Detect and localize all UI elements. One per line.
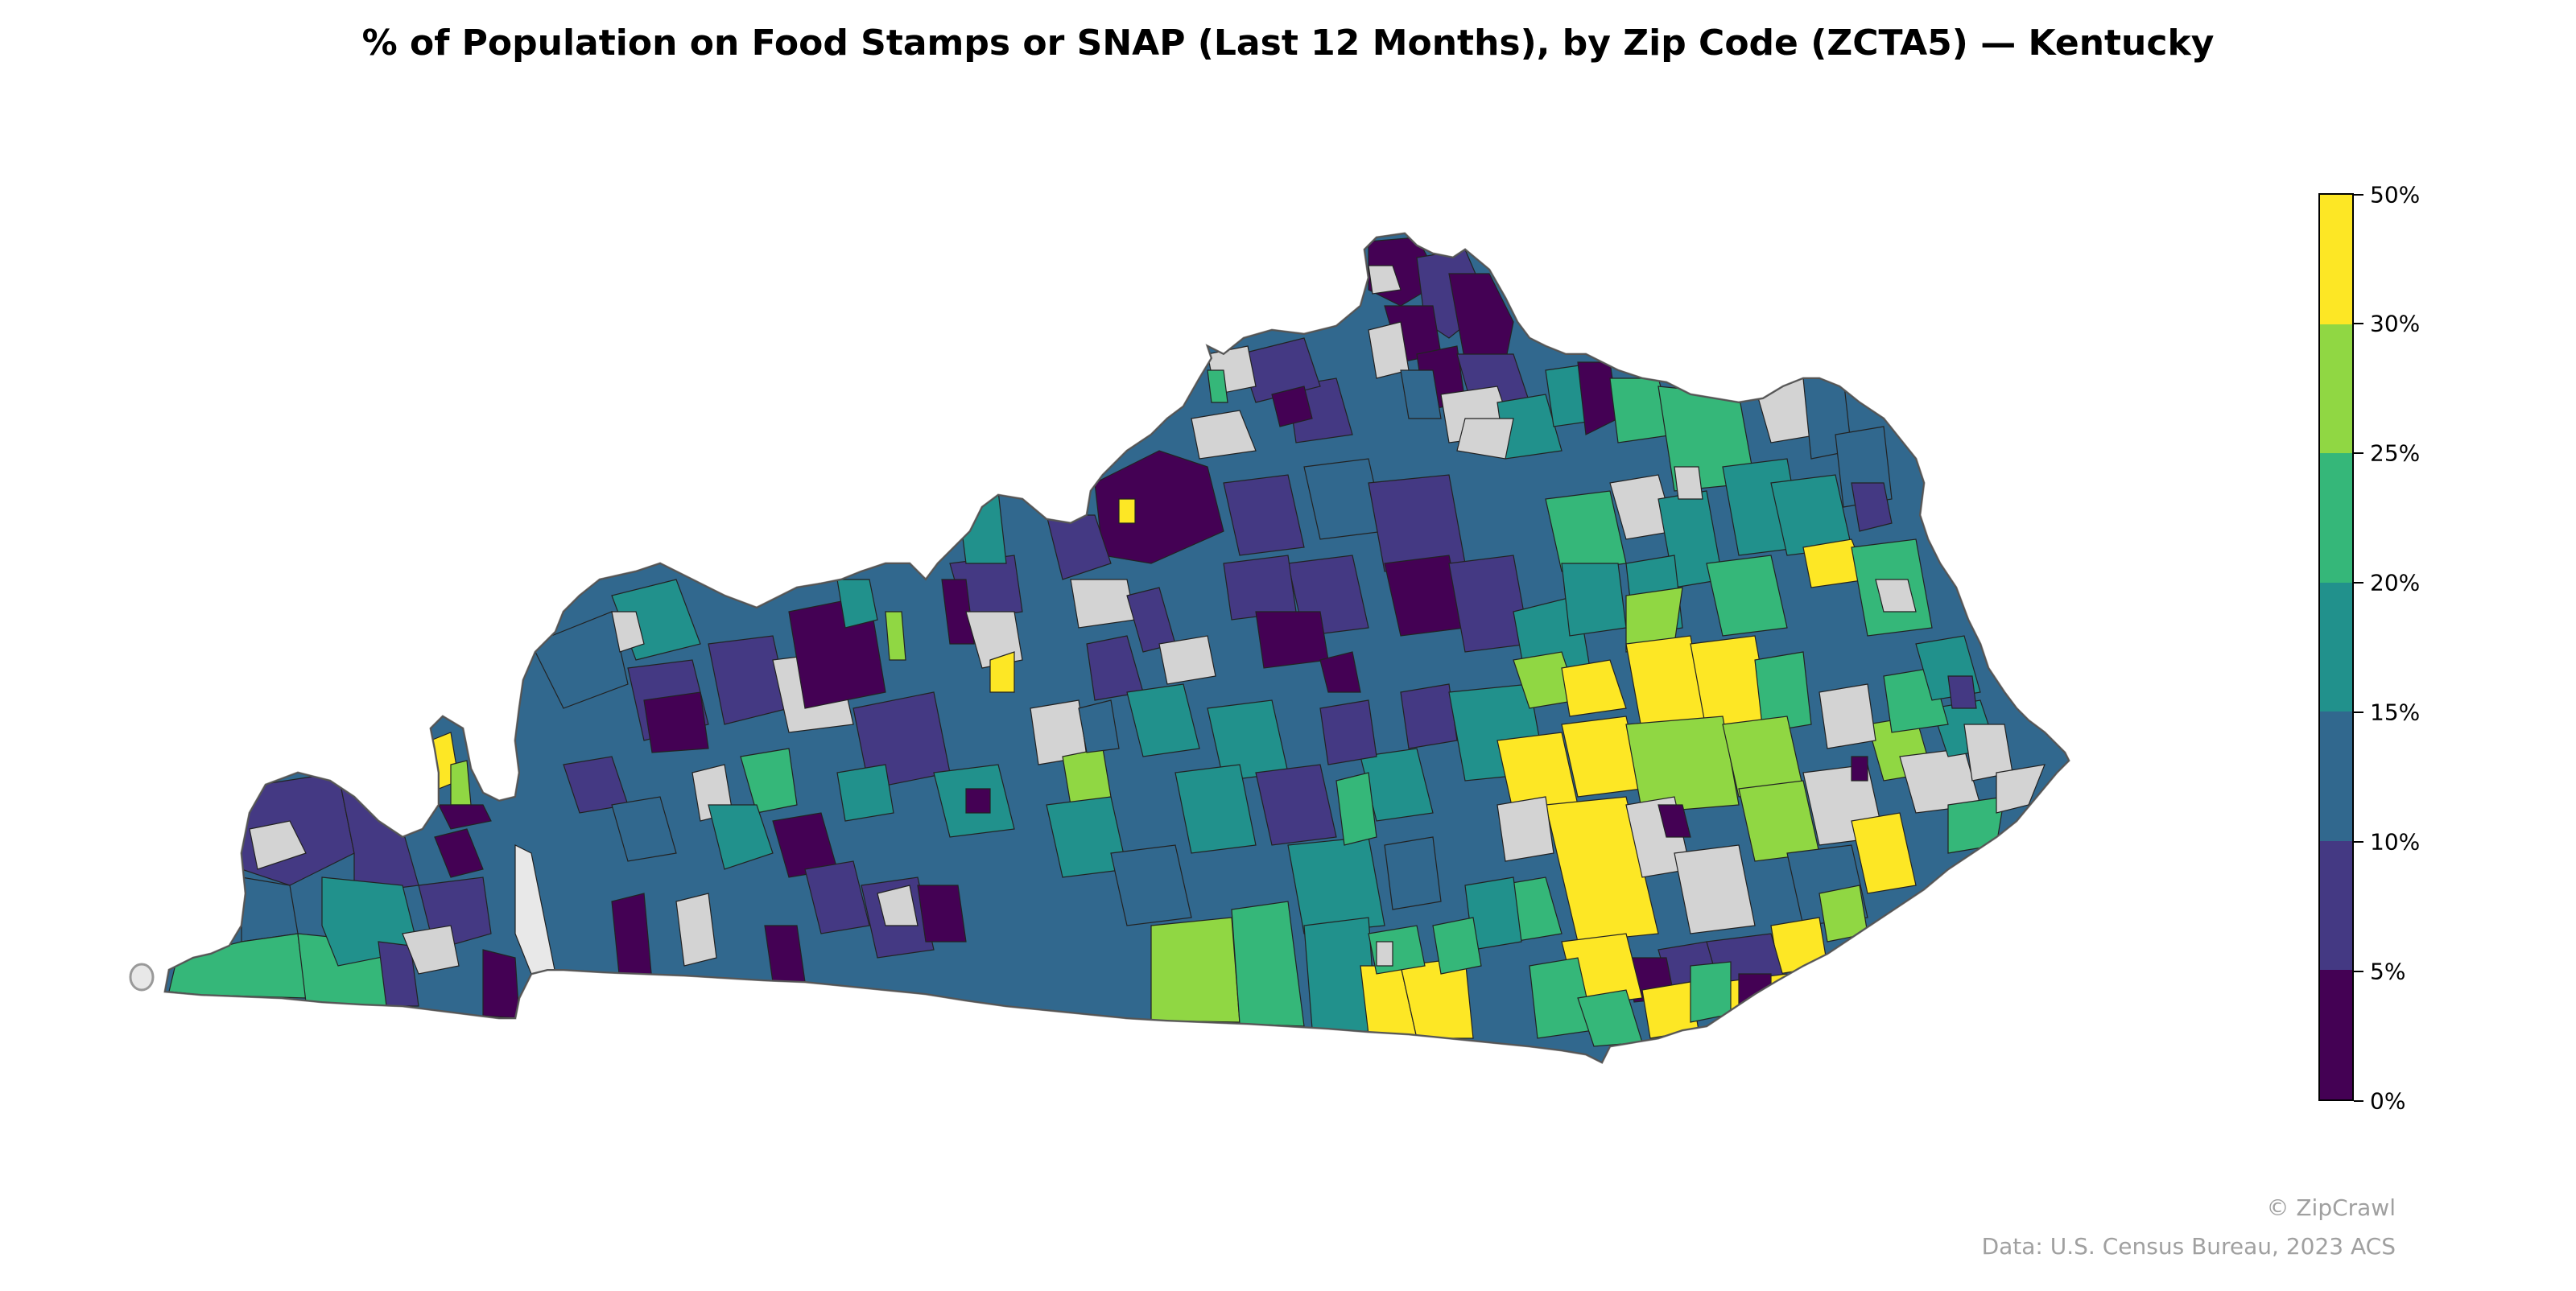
colorbar-bin-5-10 bbox=[2320, 840, 2352, 971]
colorbar bbox=[2318, 193, 2354, 1101]
colorbar-tick-label: 50% bbox=[2370, 181, 2421, 208]
colorbar-tick-label: 5% bbox=[2370, 958, 2406, 985]
colorbar-tick-label: 30% bbox=[2370, 310, 2421, 337]
colorbar-tick-label: 10% bbox=[2370, 828, 2421, 856]
colorbar-bin-0-5 bbox=[2320, 970, 2352, 1099]
colorbar-tick bbox=[2354, 1100, 2363, 1102]
colorbar-tick bbox=[2354, 323, 2363, 324]
colorbar-bin-10-15 bbox=[2320, 711, 2352, 841]
colorbar-tick-label: 25% bbox=[2370, 439, 2421, 467]
colorbar-tick bbox=[2354, 194, 2363, 196]
colorbar-bin-20-25 bbox=[2320, 453, 2352, 583]
colorbar-tick bbox=[2354, 711, 2363, 713]
colorbar-tick bbox=[2354, 452, 2363, 454]
colorbar-bin-25-30 bbox=[2320, 324, 2352, 454]
colorbar-tick bbox=[2354, 582, 2363, 584]
colorbar-tick bbox=[2354, 971, 2363, 972]
data-source-credit: Data: U.S. Census Bureau, 2023 ACS bbox=[1981, 1233, 2396, 1260]
brand-credit: © ZipCrawl bbox=[2266, 1194, 2396, 1221]
colorbar-tick-label: 15% bbox=[2370, 699, 2421, 726]
colorbar-bin-15-20 bbox=[2320, 582, 2352, 712]
colorbar-tick-label: 20% bbox=[2370, 569, 2421, 596]
colorbar-tick-label: 0% bbox=[2370, 1087, 2406, 1115]
colorbar-tick bbox=[2354, 841, 2363, 843]
map-title: % of Population on Food Stamps or SNAP (… bbox=[361, 23, 2215, 64]
colorbar-bin-30-50 bbox=[2320, 194, 2352, 324]
